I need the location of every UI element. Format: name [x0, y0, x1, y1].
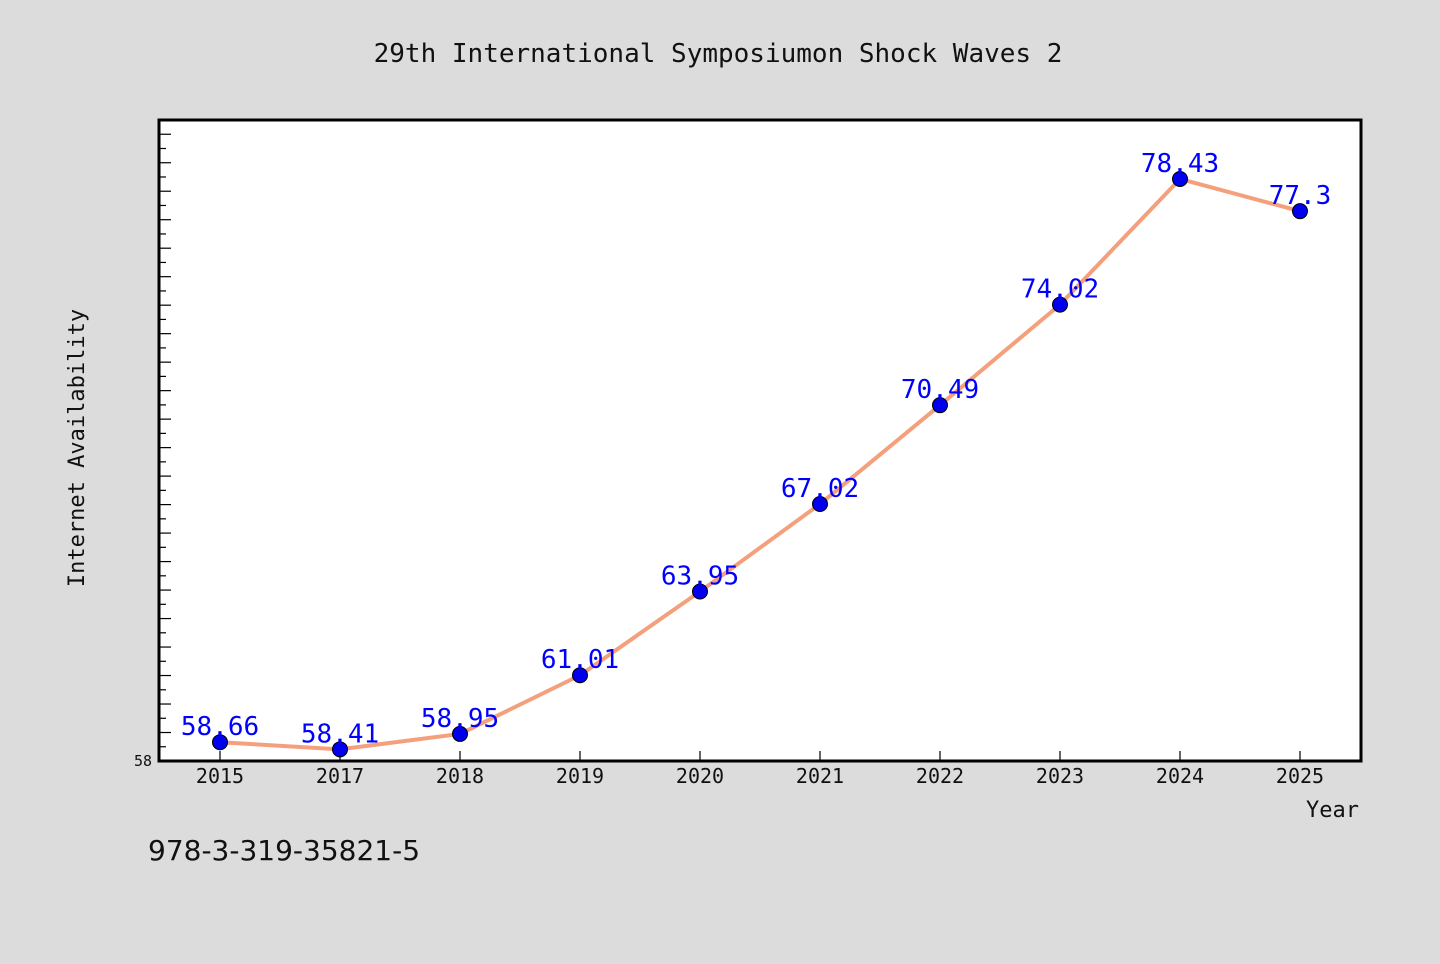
data-label: 67.02: [781, 474, 859, 504]
x-tick-label: 2025: [1276, 764, 1324, 788]
x-tick-label: 2021: [796, 764, 844, 788]
data-point: [452, 725, 468, 742]
x-tick-label: 2024: [1156, 764, 1204, 788]
data-point: [1292, 203, 1308, 220]
data-point: [812, 496, 828, 513]
data-label: 58.95: [421, 704, 499, 734]
data-label: 58.66: [181, 712, 259, 742]
data-label: 77.3: [1269, 181, 1332, 211]
footer-code: 978-3-319-35821-5: [148, 834, 421, 867]
data-label: 74.02: [1021, 275, 1099, 305]
y-tick-label: 58: [134, 752, 152, 770]
y-axis-label: Internet Availability: [65, 309, 90, 587]
data-label: 58.41: [301, 719, 379, 749]
data-point: [332, 741, 348, 758]
x-tick-label: 2015: [196, 764, 244, 788]
data-labels: 58.66 58.41 58.95 61.01 63.95 67.02 70.49 74.02…: [181, 149, 1331, 749]
data-label: 70.49: [901, 375, 979, 405]
data-label: 61.01: [541, 645, 619, 675]
plot-area: [157, 118, 1363, 763]
data-point: [692, 583, 708, 600]
x-tick-label: 2017: [316, 764, 364, 788]
x-tick-label: 2022: [916, 764, 964, 788]
data-markers: [212, 170, 1308, 758]
x-axis-label: Year: [1306, 798, 1359, 823]
x-tick-labels: 2015 2017 2018 2019 2020 2021 2022 2023 2024 2025: [196, 764, 1324, 788]
data-label: 63.95: [661, 561, 739, 591]
chart-title: 29th International Symposiumon Shock Wav…: [374, 39, 1063, 69]
y-axis-ticks: [159, 133, 171, 748]
data-point: [932, 397, 948, 414]
data-label: 78.43: [1141, 149, 1219, 179]
data-point: [212, 734, 228, 751]
x-tick-label: 2019: [556, 764, 604, 788]
data-point: [572, 667, 588, 684]
series-line: [219, 176, 1301, 752]
data-point: [1172, 170, 1188, 187]
x-tick-label: 2023: [1036, 764, 1084, 788]
x-tick-label: 2020: [676, 764, 724, 788]
data-point: [1052, 296, 1068, 313]
x-tick-label: 2018: [436, 764, 484, 788]
